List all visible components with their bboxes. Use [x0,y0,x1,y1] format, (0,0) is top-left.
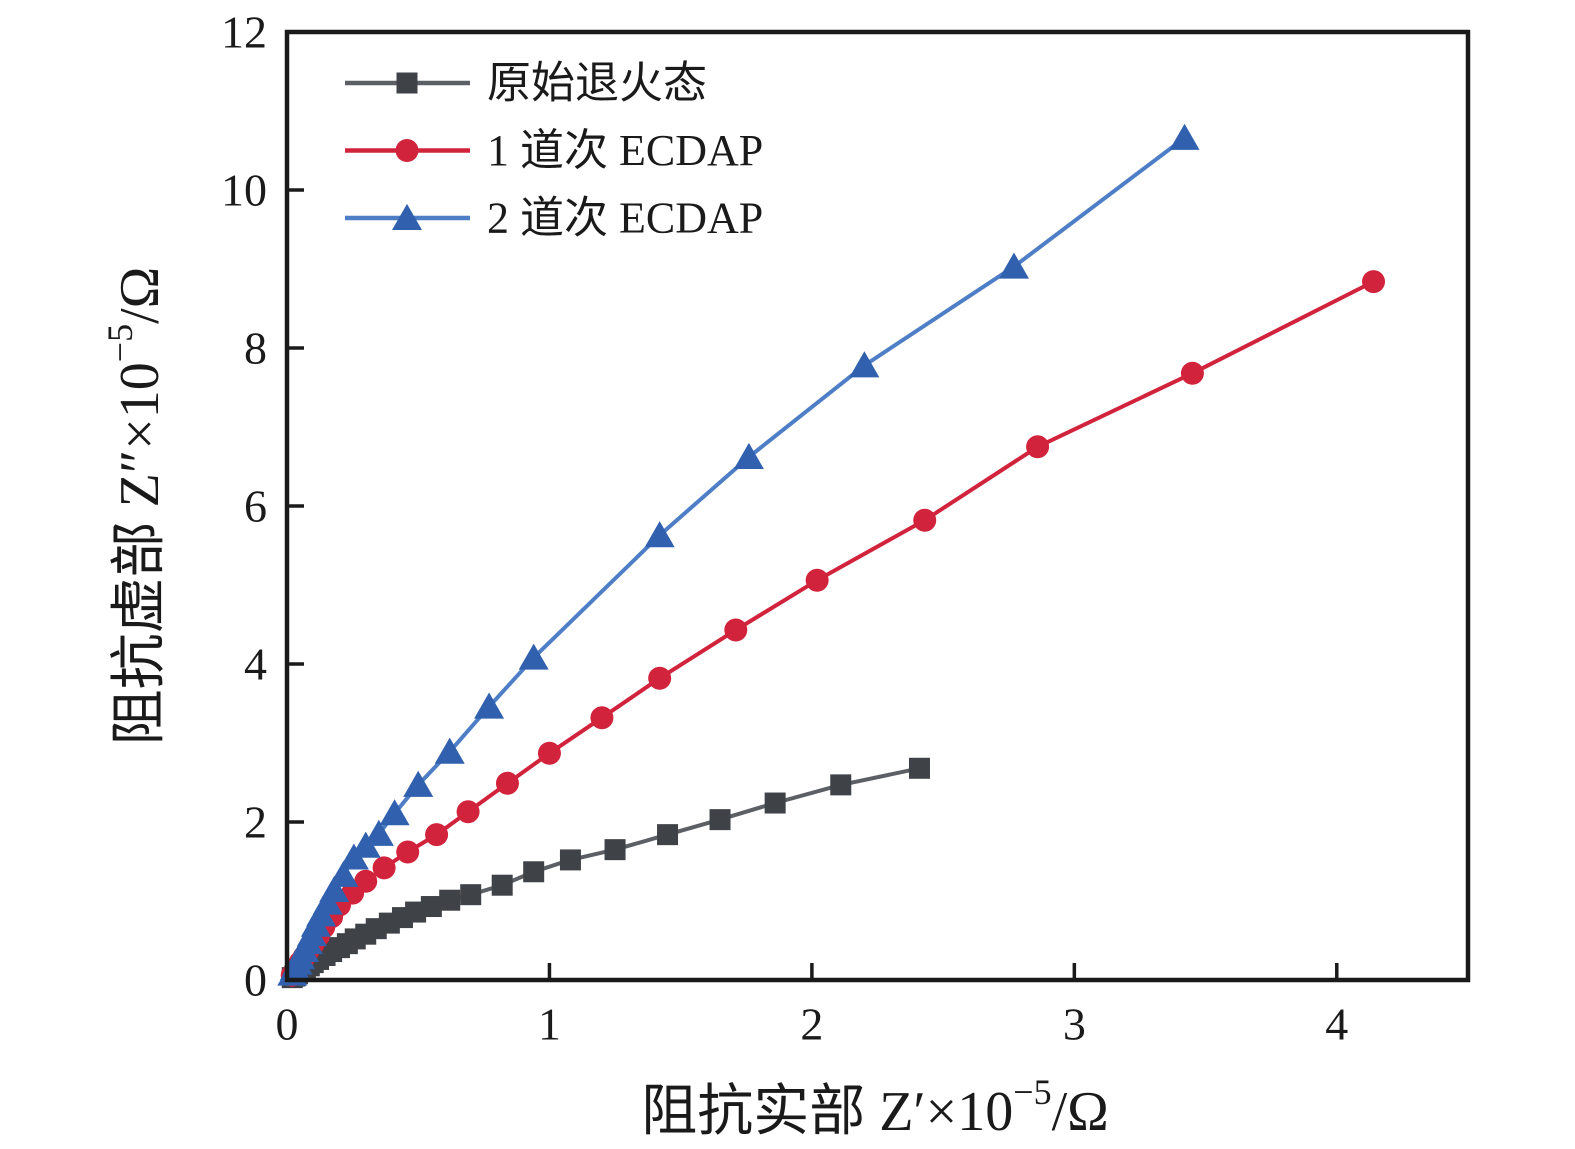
square-marker [439,889,461,911]
circle-marker [1362,270,1386,294]
x-axis-label-exponent: −5 [1013,1072,1051,1112]
square-marker [491,874,513,896]
series-line-ecdap-2-passes [290,135,1187,976]
series-ecdap-1-pass [280,270,1386,987]
axis-ticks [285,30,1339,982]
series-ecdap-2-passes [277,123,1200,986]
circle-marker [495,771,519,795]
triangle-marker [998,252,1029,279]
y-axis-label-base: 阻抗虚部 Z″×10 [109,362,171,745]
circle-marker [1180,361,1204,385]
triangle-marker [319,875,350,902]
y-axis-label-exponent: −5 [100,324,140,362]
square-marker [559,849,581,871]
legend-label-ecdap-1-pass: 1 道次 ECDAP [487,126,763,175]
square-marker [830,774,852,796]
triangle-marker [392,203,422,230]
y-tick-label: 4 [244,639,267,690]
y-tick-label: 8 [244,323,267,374]
x-tick-label: 1 [538,999,561,1050]
square-marker [709,809,731,831]
circle-marker [590,706,614,730]
axes-box [284,29,1471,983]
square-marker [764,792,786,814]
square-marker [908,757,930,779]
circle-marker [1026,435,1050,459]
triangle-marker [434,737,465,764]
triangle-marker [849,351,880,378]
triangle-marker [1169,123,1200,150]
x-tick-label: 4 [1325,999,1348,1050]
y-tick-label: 6 [244,481,267,532]
y-axis-label-unit: /Ω [109,267,171,324]
y-tick-label: 10 [221,165,267,216]
square-marker [657,824,679,846]
legend-label-ecdap-2-passes: 2 道次 ECDAP [487,194,763,243]
circle-marker [724,618,748,642]
legend-label-annealed: 原始退火态 [487,59,707,108]
circle-marker [805,568,829,592]
y-axis-label: 阻抗虚部 Z″×10−5/Ω [100,267,171,746]
square-marker [420,896,442,918]
circle-marker [396,840,420,864]
circle-marker [913,508,937,532]
x-axis-label-base: 阻抗实部 Z′×10 [641,1081,1013,1143]
plot-frame [284,29,1471,983]
triangle-marker [644,521,675,548]
x-axis-label-unit: /Ω [1052,1081,1109,1143]
triangle-marker [403,770,434,797]
square-marker [396,72,418,94]
y-tick-label: 0 [244,955,267,1006]
triangle-marker [363,819,394,846]
x-tick-label: 0 [276,999,299,1050]
circle-marker [537,741,561,765]
legend-item-annealed: 原始退火态 [345,59,707,108]
square-marker [604,839,626,861]
legend-item-ecdap-2-passes: 2 道次 ECDAP [345,194,763,243]
circle-marker [648,666,672,690]
square-marker [523,861,545,883]
circle-marker [456,800,480,824]
triangle-marker [328,860,359,887]
x-axis-label: 阻抗实部 Z′×10−5/Ω [641,1072,1109,1143]
square-marker [460,884,482,906]
series-layer [277,123,1386,989]
triangle-marker [733,442,764,470]
triangle-marker [518,643,549,670]
series-line-ecdap-1-pass [290,279,1376,978]
circle-marker [372,856,396,880]
circle-marker [395,139,419,162]
y-tick-label: 12 [221,7,267,58]
circle-marker [425,823,449,847]
x-tick-label: 2 [800,999,823,1050]
x-tick-label: 3 [1063,999,1086,1050]
triangle-marker [379,799,410,826]
triangle-marker [474,692,505,719]
y-tick-label: 2 [244,797,267,848]
legend-item-ecdap-1-pass: 1 道次 ECDAP [345,126,763,175]
circle-marker [354,869,378,893]
legend: 原始退火态 1 道次 ECDAP 2 道次 ECDAP [345,59,763,243]
